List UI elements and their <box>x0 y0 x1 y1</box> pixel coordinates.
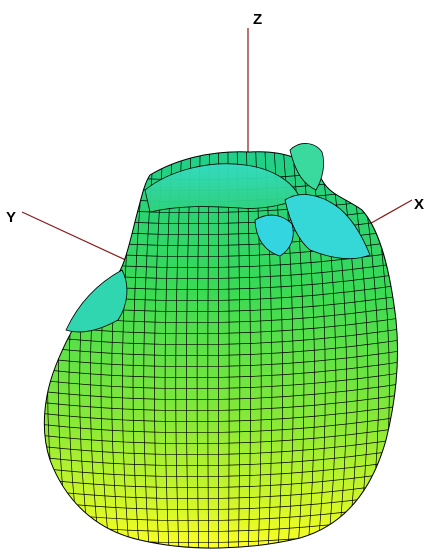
mesh-column-line <box>273 151 283 549</box>
mesh-row-line <box>44 427 398 445</box>
mesh-row-line <box>44 361 398 379</box>
mesh-row-line <box>44 438 398 456</box>
mesh-row-line <box>44 405 398 423</box>
mesh-surface <box>43 143 399 549</box>
mesh-row-line <box>44 416 398 434</box>
y-axis-line <box>21 211 131 263</box>
mesh-row-line <box>44 394 398 412</box>
mesh-row-line <box>44 482 398 500</box>
surface-fold-left <box>65 269 128 333</box>
mesh-row-line <box>44 350 398 368</box>
mesh-row-line <box>44 328 398 346</box>
mesh-row-line <box>44 471 398 489</box>
surface-body <box>43 151 399 549</box>
mesh-row-line <box>44 449 398 467</box>
x-axis-label: X <box>414 196 424 213</box>
mesh-column-line <box>338 151 358 549</box>
z-axis-label: Z <box>253 11 262 28</box>
mesh-row-line <box>44 339 398 357</box>
mesh-column-line <box>132 151 146 549</box>
mesh-row-line <box>44 493 398 511</box>
mesh-row-line <box>44 372 398 390</box>
surface-fold-peak <box>289 143 324 191</box>
mesh-row-line <box>44 383 398 401</box>
surface-fold-right <box>284 194 371 260</box>
y-axis-label: Y <box>6 209 16 226</box>
mesh-column-line <box>44 151 62 549</box>
mesh-row-line <box>44 460 398 478</box>
surface-highlight <box>254 214 294 257</box>
